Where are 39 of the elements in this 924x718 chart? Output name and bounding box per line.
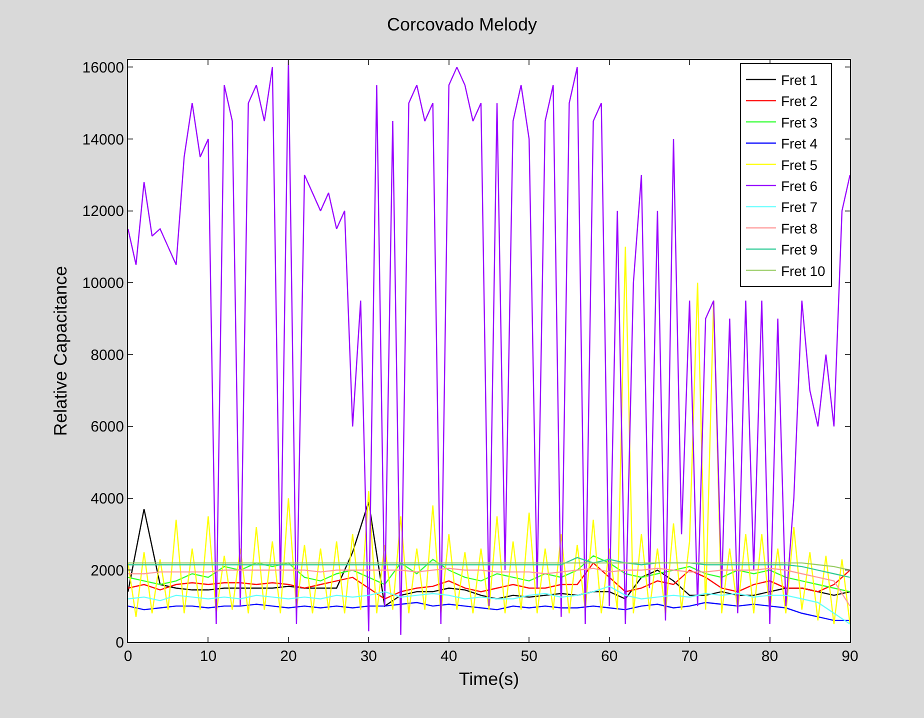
line-series xyxy=(128,568,850,607)
y-tick-label: 6000 xyxy=(90,418,124,436)
y-tick-label: 8000 xyxy=(90,346,124,364)
legend-label: Fret 4 xyxy=(780,136,818,152)
legend-label: Fret 6 xyxy=(780,178,818,194)
x-tick-label: 10 xyxy=(200,648,217,665)
line-series xyxy=(128,562,850,571)
line-series xyxy=(128,246,850,625)
x-tick-label: 90 xyxy=(842,648,858,665)
y-tick-label: 0 xyxy=(116,634,124,652)
legend-label: Fret 1 xyxy=(780,72,818,88)
legend-label: Fret 10 xyxy=(780,262,826,279)
y-axis-title: Relative Capacitance xyxy=(50,266,70,436)
y-tick-label: 12000 xyxy=(82,203,124,220)
line-series xyxy=(128,556,850,578)
legend-label: Fret 8 xyxy=(780,220,818,236)
legend-label: Fret 9 xyxy=(780,242,818,258)
y-tick-label: 10000 xyxy=(82,274,124,292)
y-tick-label: 14000 xyxy=(82,131,124,148)
x-tick-label: 50 xyxy=(520,648,538,665)
y-tick-label: 16000 xyxy=(82,59,124,76)
x-tick-label: 30 xyxy=(360,648,378,665)
y-tick-label: 4000 xyxy=(90,490,124,508)
x-axis-title: Time(s) xyxy=(458,669,520,690)
legend-label: Fret 5 xyxy=(780,156,818,173)
x-tick-label: 60 xyxy=(600,648,618,665)
chart-title: Corcovado Melody xyxy=(386,14,538,35)
legend-label: Fret 3 xyxy=(780,114,818,130)
legend-label: Fret 7 xyxy=(780,199,818,216)
x-tick-label: 70 xyxy=(681,648,698,665)
line-series xyxy=(128,562,850,600)
legend-label: Fret 2 xyxy=(780,93,818,110)
line-series xyxy=(128,586,850,625)
line-series xyxy=(128,555,850,592)
y-tick-label: 2000 xyxy=(90,562,124,580)
x-tick-label: 40 xyxy=(440,648,458,665)
x-tick-label: 20 xyxy=(280,648,297,665)
line-series xyxy=(128,602,850,622)
x-tick-label: 80 xyxy=(761,648,778,665)
